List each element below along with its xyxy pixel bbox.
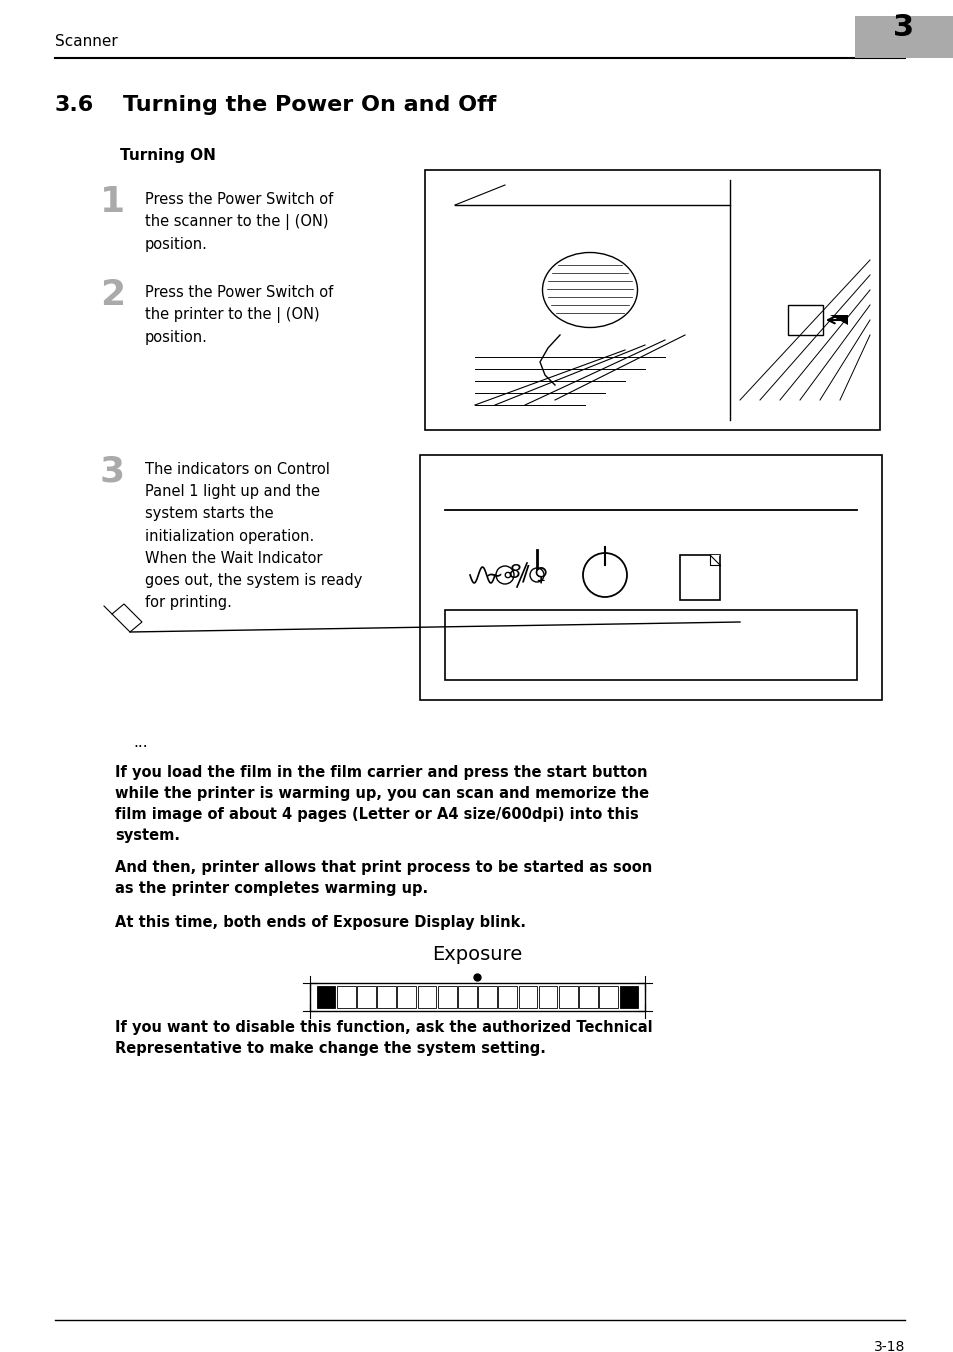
Bar (518, 986, 537, 1009)
Bar (437, 986, 456, 1009)
Text: 3.6: 3.6 (55, 95, 94, 115)
Bar (497, 986, 517, 1009)
Bar (310, 983, 644, 1011)
Circle shape (530, 568, 543, 581)
Bar (679, 556, 720, 600)
Bar (417, 986, 436, 1009)
Text: 3: 3 (893, 14, 914, 42)
Text: 1: 1 (100, 185, 125, 219)
Text: ...: ... (132, 735, 148, 750)
Polygon shape (112, 604, 142, 631)
Circle shape (496, 566, 514, 584)
Text: Press the Power Switch of
the printer to the | (ON)
position.: Press the Power Switch of the printer to… (145, 285, 333, 345)
Ellipse shape (542, 253, 637, 327)
Text: Turning the Power On and Off: Turning the Power On and Off (123, 95, 496, 115)
Text: 3: 3 (100, 456, 125, 489)
Bar (336, 986, 355, 1009)
Polygon shape (829, 315, 847, 324)
Polygon shape (709, 556, 720, 565)
Bar (618, 986, 638, 1009)
Bar (854, 16, 953, 58)
Text: Exposure: Exposure (432, 945, 521, 964)
Text: $\sim\!\!\!\circ$: $\sim\!\!\!\circ$ (479, 565, 513, 585)
Circle shape (582, 553, 626, 598)
Text: 8: 8 (507, 564, 519, 583)
Text: If you load the film in the film carrier and press the start button
while the pr: If you load the film in the film carrier… (115, 765, 648, 844)
Text: 3-18: 3-18 (873, 1340, 904, 1352)
Bar (424, 170, 879, 430)
Text: ♀: ♀ (533, 565, 547, 584)
Text: And then, printer allows that print process to be started as soon
as the printer: And then, printer allows that print proc… (115, 860, 652, 896)
Bar (377, 986, 395, 1009)
Bar (787, 306, 822, 335)
Bar (419, 456, 882, 700)
Bar (457, 986, 476, 1009)
Bar (397, 986, 416, 1009)
Text: /: / (521, 565, 529, 585)
Text: At this time, both ends of Exposure Display blink.: At this time, both ends of Exposure Disp… (115, 915, 525, 930)
Bar (598, 986, 618, 1009)
Bar (578, 986, 598, 1009)
Text: Press the Power Switch of
the scanner to the | (ON)
position.: Press the Power Switch of the scanner to… (145, 192, 333, 253)
Bar (558, 986, 578, 1009)
Text: Scanner: Scanner (55, 35, 117, 50)
Text: Turning ON: Turning ON (120, 147, 215, 164)
Bar (538, 986, 557, 1009)
Bar (444, 610, 856, 680)
Bar (316, 986, 335, 1009)
Text: The indicators on Control
Panel 1 light up and the
system starts the
initializat: The indicators on Control Panel 1 light … (145, 462, 362, 610)
Bar (356, 986, 375, 1009)
Text: 2: 2 (100, 279, 125, 312)
Bar (477, 986, 497, 1009)
Text: If you want to disable this function, ask the authorized Technical
Representativ: If you want to disable this function, as… (115, 1019, 652, 1056)
